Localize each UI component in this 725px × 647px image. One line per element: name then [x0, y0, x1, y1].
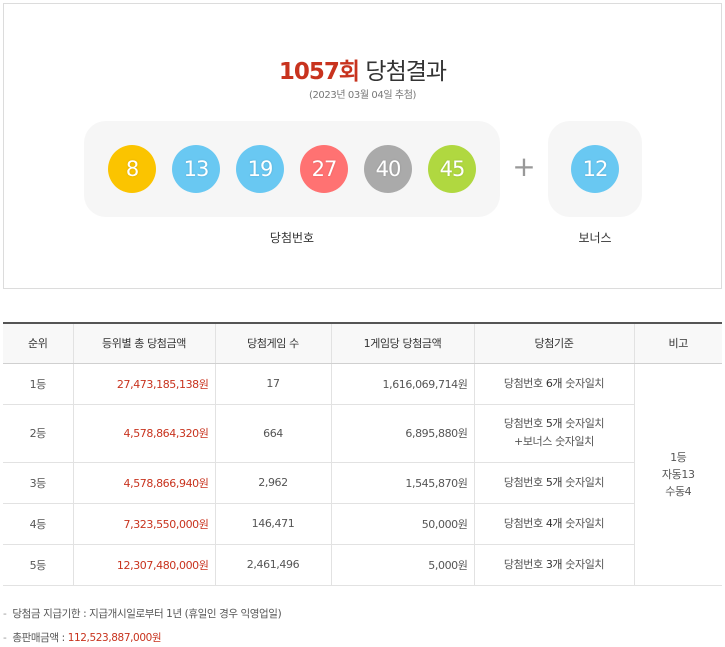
rank-cell: 1등 [3, 363, 73, 405]
winning-numbers-label: 당첨번호 [269, 231, 315, 245]
note-auto: 자동13 [661, 467, 695, 481]
criteria-text: 당첨번호 [503, 516, 546, 530]
total-prize-cell: 4,578,864,320원 [72, 404, 215, 463]
draw-round: 1057회 [278, 59, 360, 85]
criteria-text-suffix: 숫자일치 [562, 417, 605, 430]
table-row: 5등 12,307,480,000원 2,461,496 5,000원 당첨번호… [3, 544, 722, 586]
bonus-label: 보너스 [578, 231, 612, 245]
criteria-count: 4개 [545, 516, 563, 530]
table-row: 3등 4,578,866,940원 2,962 1,545,870원 당첨번호 … [3, 462, 722, 504]
note-manual: 수동4 [665, 484, 692, 498]
total-prize-cell: 27,473,185,138원 [72, 363, 215, 405]
page-title: 1057회 당첨결과 [4, 52, 721, 86]
table-header-row: 순위 등위별 총 당첨금액 당첨게임 수 1게임당 당첨금액 당첨기준 비고 [3, 322, 722, 364]
winners-cell: 146,471 [214, 503, 331, 545]
criteria-text-suffix: 숫자일치 [562, 376, 605, 390]
title-suffix: 당첨결과 [365, 59, 447, 85]
table-row: 2등 4,578,864,320원 664 6,895,880원 당첨번호 5개… [3, 404, 722, 463]
winners-cell: 664 [214, 404, 331, 463]
criteria-text: 당첨번호 [503, 557, 546, 571]
total-prize-cell: 12,307,480,000원 [72, 544, 215, 586]
payout-deadline-note: - 당첨금 지급기한 : 지급개시일로부터 1년 (휴일인 경우 익영업일) [3, 606, 282, 621]
column-header-total-prize: 등위별 총 당첨금액 [72, 322, 215, 364]
column-header-winners: 당첨게임 수 [214, 322, 331, 364]
criteria-cell: 당첨번호 3개 숫자일치 [473, 544, 634, 586]
criteria-count: 5개 [545, 475, 563, 489]
winning-ball-1: 8 [108, 145, 156, 193]
column-header-criteria: 당첨기준 [473, 322, 634, 364]
criteria-cell: 당첨번호 4개 숫자일치 [473, 503, 634, 545]
winning-ball-3: 19 [236, 145, 284, 193]
payout-deadline-text: 당첨금 지급기한 : 지급개시일로부터 1년 (휴일인 경우 익영업일) [12, 608, 282, 620]
draw-result-panel: 1057회 당첨결과 (2023년 03월 04일 추첨) 8 13 19 27… [3, 3, 722, 289]
winners-cell: 17 [214, 363, 331, 405]
winning-ball-2: 13 [172, 145, 220, 193]
total-prize-cell: 4,578,866,940원 [72, 462, 215, 504]
bonus-number-panel: 12 [548, 121, 642, 217]
total-prize-cell: 7,323,550,000원 [72, 503, 215, 545]
winning-ball-6: 45 [428, 145, 476, 193]
criteria-text: 당첨번호 [503, 376, 546, 390]
winners-cell: 2,461,496 [214, 544, 331, 586]
criteria-cell: 당첨번호 5개 숫자일치 [473, 462, 634, 504]
rank-cell: 3등 [3, 462, 73, 504]
table-row: 1등 27,473,185,138원 17 1,616,069,714원 당첨번… [3, 363, 722, 586]
winning-ball-5: 40 [364, 145, 412, 193]
column-header-note: 비고 [633, 322, 722, 364]
total-sales-amount: 112,523,887,000원 [67, 632, 162, 644]
draw-date: (2023년 03월 04일 추첨) [308, 90, 417, 101]
criteria-text: 당첨번호 [503, 475, 546, 489]
criteria-bonus-text: +보너스 숫자일치 [514, 435, 594, 448]
bullet-dash: - [3, 632, 7, 644]
criteria-cell: 당첨번호 5개 숫자일치 +보너스 숫자일치 [473, 404, 634, 463]
criteria-count: 6개 [545, 376, 563, 390]
plus-icon: + [512, 150, 536, 183]
criteria-text: 당첨번호 [503, 417, 546, 430]
criteria-cell: 당첨번호 6개 숫자일치 [473, 363, 634, 405]
rank-cell: 5등 [3, 544, 73, 586]
criteria-count: 3개 [545, 557, 563, 571]
winning-ball-4: 27 [300, 145, 348, 193]
note-cell: 1등 자동13 수동4 [633, 363, 722, 586]
criteria-text-suffix: 숫자일치 [562, 516, 605, 530]
criteria-text-suffix: 숫자일치 [562, 557, 605, 571]
prize-table: 순위 등위별 총 당첨금액 당첨게임 수 1게임당 당첨금액 당첨기준 비고 1… [3, 322, 722, 586]
rank-cell: 4등 [3, 503, 73, 545]
per-game-cell: 50,000원 [330, 503, 474, 545]
table-row: 4등 7,323,550,000원 146,471 50,000원 당첨번호 4… [3, 503, 722, 545]
bullet-dash: - [3, 608, 7, 620]
winning-numbers-panel: 8 13 19 27 40 45 [84, 121, 500, 217]
per-game-cell: 5,000원 [330, 544, 474, 586]
criteria-count: 5개 [545, 417, 563, 430]
bonus-ball: 12 [571, 145, 619, 193]
per-game-cell: 6,895,880원 [330, 404, 474, 463]
criteria-text-suffix: 숫자일치 [562, 475, 605, 489]
note-rank: 1등 [670, 450, 687, 464]
per-game-cell: 1,545,870원 [330, 462, 474, 504]
winners-cell: 2,962 [214, 462, 331, 504]
total-sales-note: - 총판매금액 : 112,523,887,000원 [3, 630, 162, 645]
rank-cell: 2등 [3, 404, 73, 463]
column-header-per-game: 1게임당 당첨금액 [330, 322, 474, 364]
column-header-rank: 순위 [3, 322, 73, 364]
per-game-cell: 1,616,069,714원 [330, 363, 474, 405]
total-sales-label: 총판매금액 : [12, 632, 68, 644]
